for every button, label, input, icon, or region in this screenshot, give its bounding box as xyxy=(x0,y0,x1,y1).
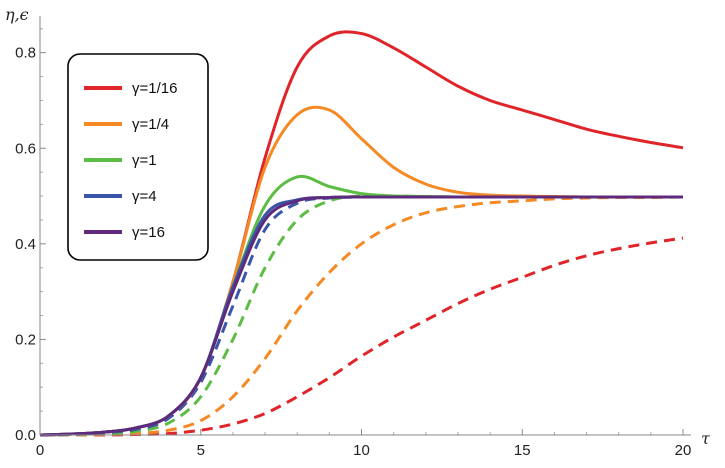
y-tick-label: 0.8 xyxy=(15,45,36,62)
x-tick-label: 20 xyxy=(675,442,692,459)
series-line-dashed-8 xyxy=(39,195,683,437)
legend-label: γ=1/16 xyxy=(132,80,177,97)
y-tick-label: 0.0 xyxy=(15,427,36,444)
legend-label: γ=1/4 xyxy=(132,116,169,133)
series-line-dashed-6 xyxy=(39,195,684,437)
series-lines xyxy=(39,30,684,437)
series-line-dashed-5 xyxy=(40,236,684,437)
y-tick-label: 0.6 xyxy=(15,140,36,157)
x-tick-label: 15 xyxy=(514,442,531,459)
legend-box xyxy=(67,53,209,261)
x-tick-label: 0 xyxy=(36,442,44,459)
legend-label: γ=16 xyxy=(132,224,165,241)
legend-label: γ=4 xyxy=(132,188,157,205)
series-line-solid-4 xyxy=(39,195,683,437)
y-tick-label: 0.2 xyxy=(15,331,36,348)
tick-labels: 0 5 10 15 20 0.0 0.2 0.4 0.6 0.8 xyxy=(15,45,691,459)
legend: γ=1/16 γ=1/4 γ=1 γ=4 γ=16 xyxy=(67,53,209,261)
x-tick-label: 5 xyxy=(197,442,205,459)
y-axis-title: η,ϵ xyxy=(5,5,29,24)
legend-label: γ=1 xyxy=(132,152,157,169)
x-axis-title: τ xyxy=(701,429,711,448)
y-tick-label: 0.4 xyxy=(15,236,36,253)
x-tick-label: 10 xyxy=(353,442,370,459)
plot-area: 0 5 10 15 20 0.0 0.2 0.4 0.6 0.8 η,ϵ τ xyxy=(5,5,711,459)
legend-items: γ=1/16 γ=1/4 γ=1 γ=4 γ=16 xyxy=(84,80,177,241)
